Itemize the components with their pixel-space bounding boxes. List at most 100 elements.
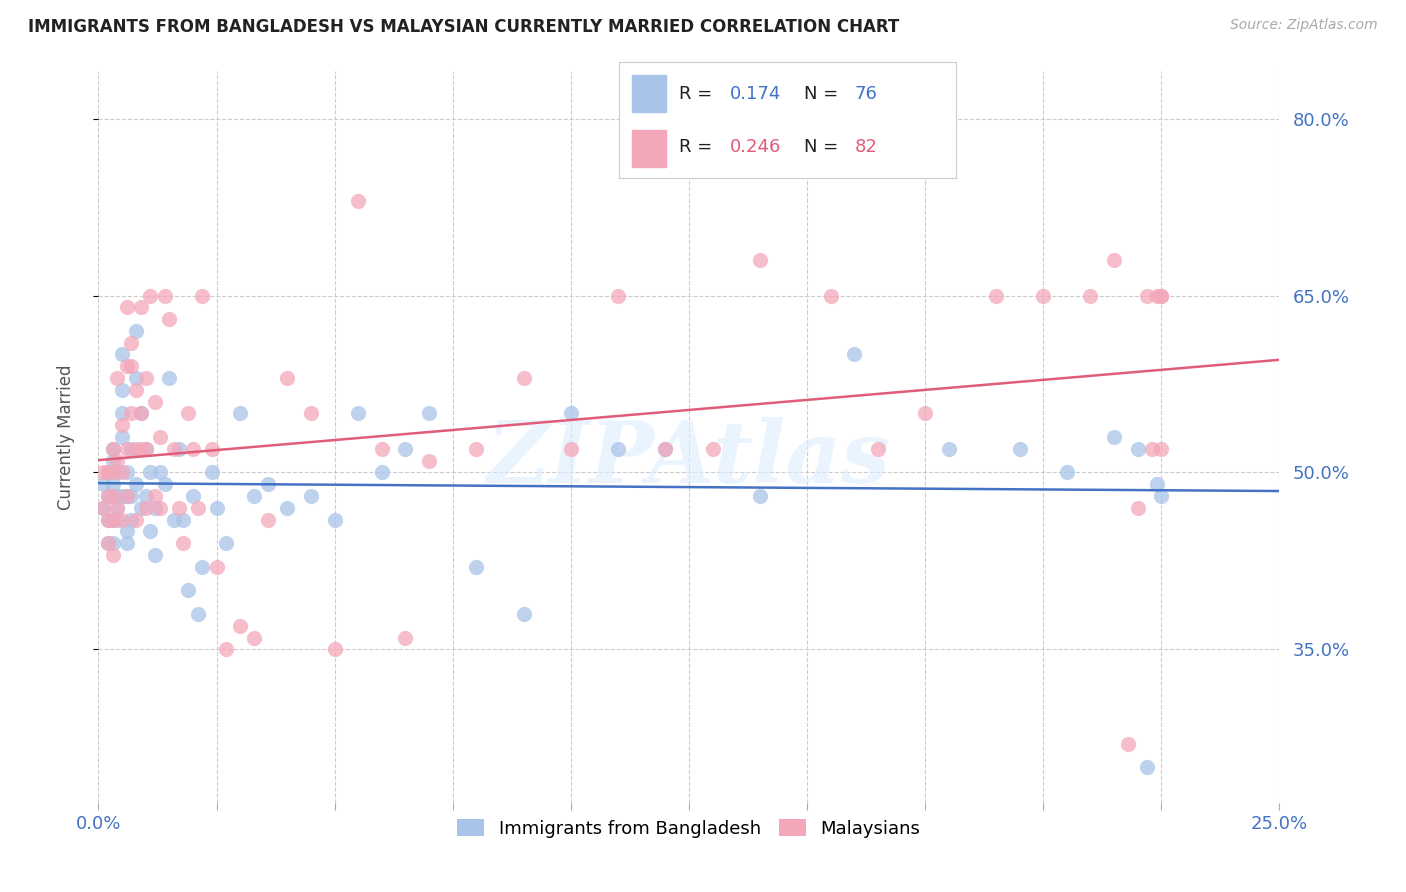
Point [111, 489, 134, 503]
Point [191, 559, 214, 574]
Point [177, 407, 200, 421]
Point [1102, 430, 1125, 444]
Point [149, 500, 172, 515]
Point [125, 324, 148, 338]
Point [1146, 477, 1168, 491]
Point [1150, 442, 1173, 456]
Point [91, 477, 114, 491]
Point [129, 301, 152, 315]
Point [91, 500, 114, 515]
Point [201, 466, 224, 480]
Point [748, 253, 770, 268]
Point [115, 359, 138, 374]
Point [1126, 442, 1149, 456]
Point [1080, 288, 1102, 302]
Point [101, 489, 124, 503]
Point [105, 371, 128, 385]
Point [135, 371, 157, 385]
Point [1056, 466, 1078, 480]
Point [135, 442, 157, 456]
Point [654, 442, 676, 456]
Legend: Immigrants from Bangladesh, Malaysians: Immigrants from Bangladesh, Malaysians [450, 813, 928, 845]
Text: R =: R = [679, 85, 718, 103]
Bar [633, 75, 666, 112]
Point [125, 442, 148, 456]
Point [111, 430, 134, 444]
Point [1136, 288, 1159, 302]
Point [111, 418, 134, 433]
Point [1008, 442, 1031, 456]
Point [1116, 737, 1139, 751]
Point [1032, 288, 1054, 302]
Text: 76: 76 [855, 85, 877, 103]
Point [371, 466, 394, 480]
Text: N =: N = [804, 85, 844, 103]
Point [157, 312, 180, 326]
Point [187, 500, 209, 515]
Point [560, 407, 582, 421]
Point [465, 442, 488, 456]
Point [418, 453, 440, 467]
Point [1102, 253, 1125, 268]
Point [607, 288, 630, 302]
Point [243, 489, 266, 503]
Point [347, 194, 370, 208]
Point [229, 619, 252, 633]
Point [187, 607, 209, 621]
Point [101, 442, 124, 456]
Point [1150, 489, 1173, 503]
Point [111, 407, 134, 421]
Point [149, 430, 172, 444]
Point [121, 359, 143, 374]
Point [125, 513, 148, 527]
Point [139, 524, 162, 539]
Point [181, 442, 204, 456]
Point [1140, 442, 1163, 456]
Point [938, 442, 960, 456]
Point [91, 466, 114, 480]
Y-axis label: Currently Married: Currently Married [56, 364, 75, 510]
Point [229, 407, 252, 421]
Point [153, 288, 176, 302]
Point [371, 442, 394, 456]
Point [115, 536, 138, 550]
Point [111, 513, 134, 527]
Point [97, 466, 120, 480]
Point [299, 489, 322, 503]
Point [257, 513, 280, 527]
Point [347, 407, 370, 421]
Point [177, 583, 200, 598]
Point [139, 288, 162, 302]
Point [323, 642, 346, 657]
Point [560, 442, 582, 456]
Point [121, 407, 143, 421]
Point [167, 442, 190, 456]
Point [97, 513, 120, 527]
Point [984, 288, 1007, 302]
Point [1150, 288, 1173, 302]
Point [215, 536, 238, 550]
Point [153, 477, 176, 491]
Point [1126, 500, 1149, 515]
Point [143, 500, 166, 515]
Text: R =: R = [679, 138, 718, 156]
Point [243, 631, 266, 645]
Point [201, 442, 224, 456]
Point [101, 513, 124, 527]
Point [101, 466, 124, 480]
Point [139, 466, 162, 480]
Point [115, 301, 138, 315]
Point [115, 466, 138, 480]
Text: 0.174: 0.174 [730, 85, 782, 103]
Point [129, 500, 152, 515]
Point [820, 288, 842, 302]
Point [101, 513, 124, 527]
Point [111, 383, 134, 397]
Point [205, 500, 228, 515]
Point [121, 513, 143, 527]
Point [163, 513, 186, 527]
Point [135, 489, 157, 503]
Point [1146, 288, 1168, 302]
Point [167, 500, 190, 515]
Point [101, 442, 124, 456]
